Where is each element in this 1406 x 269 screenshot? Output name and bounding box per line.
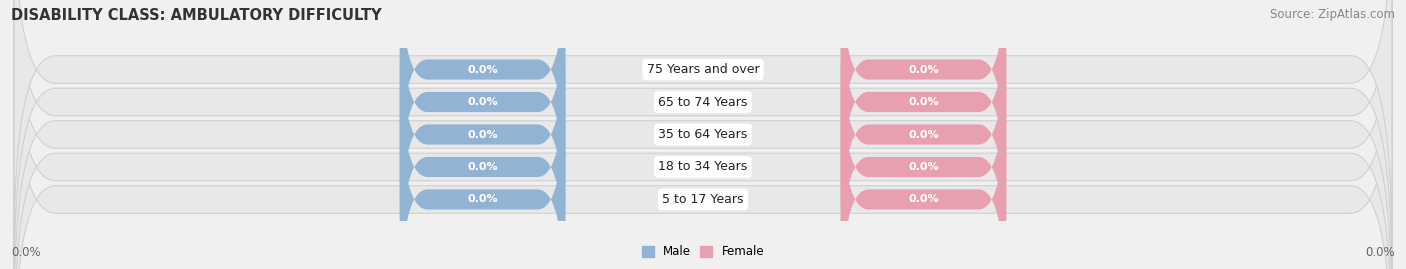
Text: 0.0%: 0.0% <box>908 129 939 140</box>
Text: 0.0%: 0.0% <box>908 194 939 204</box>
FancyBboxPatch shape <box>399 15 565 254</box>
FancyBboxPatch shape <box>14 0 1392 251</box>
FancyBboxPatch shape <box>841 47 1007 269</box>
FancyBboxPatch shape <box>399 47 565 269</box>
Legend: Male, Female: Male, Female <box>637 241 769 263</box>
FancyBboxPatch shape <box>841 0 1007 222</box>
FancyBboxPatch shape <box>399 0 565 189</box>
FancyBboxPatch shape <box>14 0 1392 269</box>
FancyBboxPatch shape <box>399 0 565 222</box>
Text: 5 to 17 Years: 5 to 17 Years <box>662 193 744 206</box>
Text: 75 Years and over: 75 Years and over <box>647 63 759 76</box>
Text: DISABILITY CLASS: AMBULATORY DIFFICULTY: DISABILITY CLASS: AMBULATORY DIFFICULTY <box>11 8 382 23</box>
FancyBboxPatch shape <box>14 0 1392 269</box>
Text: 0.0%: 0.0% <box>908 97 939 107</box>
Text: 0.0%: 0.0% <box>467 65 498 75</box>
FancyBboxPatch shape <box>841 15 1007 254</box>
Text: 0.0%: 0.0% <box>467 129 498 140</box>
Text: 0.0%: 0.0% <box>467 194 498 204</box>
Text: 0.0%: 0.0% <box>908 65 939 75</box>
Text: 0.0%: 0.0% <box>908 162 939 172</box>
FancyBboxPatch shape <box>14 18 1392 269</box>
Text: 0.0%: 0.0% <box>11 246 41 259</box>
Text: 0.0%: 0.0% <box>467 97 498 107</box>
Text: 0.0%: 0.0% <box>1365 246 1395 259</box>
Text: 65 to 74 Years: 65 to 74 Years <box>658 95 748 108</box>
Text: Source: ZipAtlas.com: Source: ZipAtlas.com <box>1270 8 1395 21</box>
FancyBboxPatch shape <box>14 0 1392 269</box>
FancyBboxPatch shape <box>841 0 1007 189</box>
Text: 18 to 34 Years: 18 to 34 Years <box>658 161 748 174</box>
FancyBboxPatch shape <box>841 80 1007 269</box>
FancyBboxPatch shape <box>399 80 565 269</box>
Text: 35 to 64 Years: 35 to 64 Years <box>658 128 748 141</box>
Text: 0.0%: 0.0% <box>467 162 498 172</box>
